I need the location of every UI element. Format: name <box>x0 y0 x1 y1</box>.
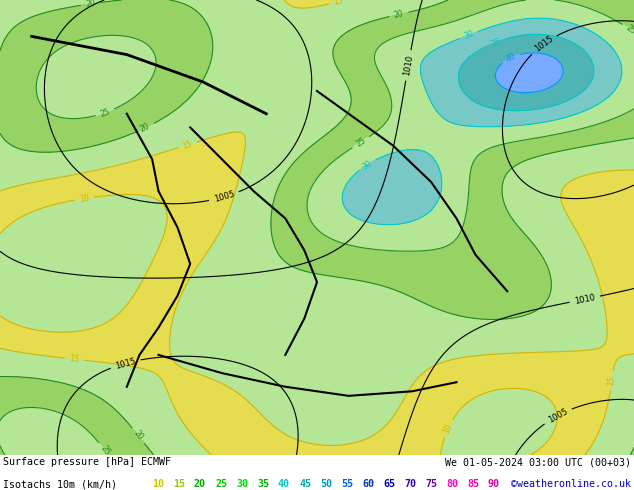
Text: 1005: 1005 <box>213 190 235 204</box>
Text: ©weatheronline.co.uk: ©weatheronline.co.uk <box>511 479 631 489</box>
Text: 45: 45 <box>299 479 311 489</box>
Text: 15: 15 <box>181 139 193 150</box>
Text: 30: 30 <box>361 158 373 171</box>
Text: 20: 20 <box>132 429 145 442</box>
Text: 1010: 1010 <box>402 54 415 76</box>
Text: 55: 55 <box>341 479 353 489</box>
Text: 50: 50 <box>320 479 332 489</box>
Text: 20: 20 <box>139 122 152 134</box>
Text: 35: 35 <box>257 479 269 489</box>
Text: 20: 20 <box>393 9 404 20</box>
Text: 1015: 1015 <box>114 356 137 370</box>
Text: 30: 30 <box>463 29 475 41</box>
Text: 85: 85 <box>467 479 479 489</box>
Text: 25: 25 <box>99 107 111 119</box>
Text: 25: 25 <box>624 24 634 36</box>
Text: 40: 40 <box>278 479 290 489</box>
Text: 15: 15 <box>69 354 80 364</box>
Text: 80: 80 <box>446 479 458 489</box>
Text: 20: 20 <box>85 0 96 9</box>
Text: 65: 65 <box>383 479 395 489</box>
Text: 40: 40 <box>505 51 517 64</box>
Text: Isotachs 10m (km/h): Isotachs 10m (km/h) <box>3 479 117 489</box>
Text: Surface pressure [hPa] ECMWF: Surface pressure [hPa] ECMWF <box>3 457 171 467</box>
Text: 35: 35 <box>489 36 502 49</box>
Text: 15: 15 <box>173 479 185 489</box>
FancyBboxPatch shape <box>0 0 114 205</box>
Text: 30: 30 <box>236 479 248 489</box>
Text: 75: 75 <box>425 479 437 489</box>
Text: 10: 10 <box>79 194 89 204</box>
Text: 10: 10 <box>442 422 454 435</box>
Text: 15: 15 <box>333 0 344 7</box>
FancyBboxPatch shape <box>0 0 222 205</box>
Text: 25: 25 <box>354 136 367 148</box>
Text: We 01-05-2024 03:00 UTC (00+03): We 01-05-2024 03:00 UTC (00+03) <box>445 457 631 467</box>
Text: 15: 15 <box>607 375 617 386</box>
Text: 60: 60 <box>362 479 374 489</box>
Text: 1010: 1010 <box>574 293 596 306</box>
Text: 10: 10 <box>152 479 164 489</box>
Text: 25: 25 <box>98 444 112 457</box>
Text: 90: 90 <box>488 479 500 489</box>
Text: 20: 20 <box>194 479 206 489</box>
Text: 70: 70 <box>404 479 416 489</box>
Text: 1015: 1015 <box>533 34 555 54</box>
Text: 25: 25 <box>215 479 227 489</box>
Text: 1005: 1005 <box>547 407 569 425</box>
